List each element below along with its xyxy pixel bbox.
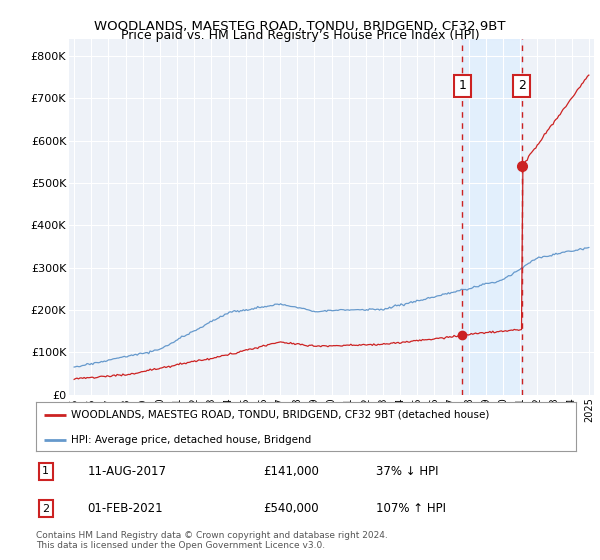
Text: 1: 1 bbox=[458, 80, 466, 92]
Text: WOODLANDS, MAESTEG ROAD, TONDU, BRIDGEND, CF32 9BT: WOODLANDS, MAESTEG ROAD, TONDU, BRIDGEND… bbox=[94, 20, 506, 32]
Text: 37% ↓ HPI: 37% ↓ HPI bbox=[376, 465, 439, 478]
Text: Price paid vs. HM Land Registry’s House Price Index (HPI): Price paid vs. HM Land Registry’s House … bbox=[121, 29, 479, 42]
Text: £540,000: £540,000 bbox=[263, 502, 319, 515]
Text: £141,000: £141,000 bbox=[263, 465, 319, 478]
Text: HPI: Average price, detached house, Bridgend: HPI: Average price, detached house, Brid… bbox=[71, 435, 311, 445]
Text: Contains HM Land Registry data © Crown copyright and database right 2024.
This d: Contains HM Land Registry data © Crown c… bbox=[36, 531, 388, 550]
Text: 01-FEB-2021: 01-FEB-2021 bbox=[88, 502, 163, 515]
Text: 1: 1 bbox=[42, 466, 49, 477]
Text: WOODLANDS, MAESTEG ROAD, TONDU, BRIDGEND, CF32 9BT (detached house): WOODLANDS, MAESTEG ROAD, TONDU, BRIDGEND… bbox=[71, 410, 490, 420]
Text: 11-AUG-2017: 11-AUG-2017 bbox=[88, 465, 166, 478]
Text: 2: 2 bbox=[42, 503, 49, 514]
Text: 2: 2 bbox=[518, 80, 526, 92]
Bar bbox=[462, 39, 521, 395]
Text: 107% ↑ HPI: 107% ↑ HPI bbox=[376, 502, 446, 515]
